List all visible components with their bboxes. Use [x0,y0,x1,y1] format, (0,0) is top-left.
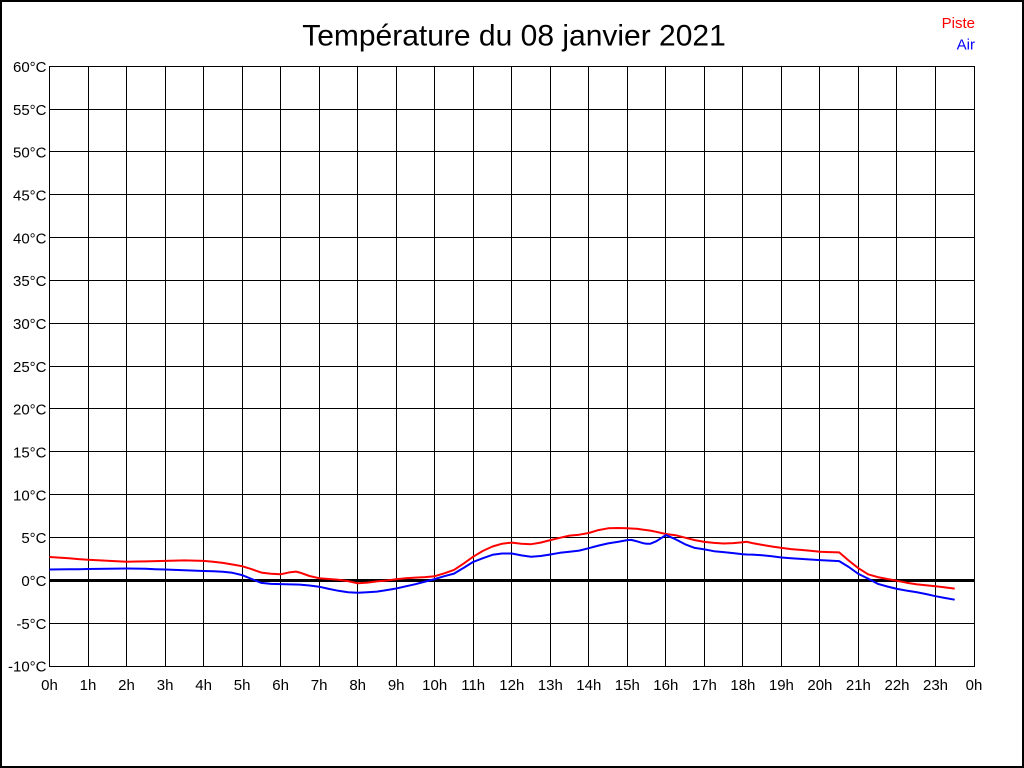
svg-text:7h: 7h [311,677,328,694]
svg-text:-5°C: -5°C [16,616,46,633]
svg-text:55°C: 55°C [13,102,47,119]
svg-text:0h: 0h [41,677,58,694]
svg-text:5°C: 5°C [21,530,46,547]
svg-text:6h: 6h [272,677,289,694]
svg-text:1h: 1h [80,677,97,694]
svg-text:Température du 08 janvier 2021: Température du 08 janvier 2021 [302,20,726,53]
svg-text:Piste: Piste [942,15,975,32]
svg-text:Air: Air [957,36,975,53]
svg-text:35°C: 35°C [13,273,47,290]
svg-text:18h: 18h [730,677,755,694]
svg-text:-10°C: -10°C [8,659,47,676]
svg-text:23h: 23h [923,677,948,694]
svg-text:13h: 13h [538,677,563,694]
svg-text:12h: 12h [499,677,524,694]
svg-text:14h: 14h [576,677,601,694]
svg-text:15°C: 15°C [13,445,47,462]
svg-text:22h: 22h [884,677,909,694]
svg-text:9h: 9h [388,677,405,694]
svg-text:4h: 4h [195,677,212,694]
svg-text:20h: 20h [807,677,832,694]
svg-text:45°C: 45°C [13,188,47,205]
svg-text:30°C: 30°C [13,316,47,333]
svg-text:10h: 10h [422,677,447,694]
svg-text:10°C: 10°C [13,487,47,504]
svg-text:17h: 17h [692,677,717,694]
svg-text:40°C: 40°C [13,230,47,247]
svg-text:2h: 2h [118,677,135,694]
svg-text:5h: 5h [234,677,251,694]
svg-text:21h: 21h [846,677,871,694]
svg-text:8h: 8h [349,677,366,694]
svg-text:11h: 11h [461,677,485,694]
svg-text:60°C: 60°C [13,59,47,76]
svg-text:0°C: 0°C [21,573,46,590]
svg-text:3h: 3h [157,677,174,694]
svg-text:50°C: 50°C [13,145,47,162]
svg-text:25°C: 25°C [13,359,47,376]
svg-text:0h: 0h [966,677,983,694]
svg-text:19h: 19h [769,677,794,694]
svg-text:16h: 16h [653,677,678,694]
svg-text:15h: 15h [615,677,640,694]
svg-text:20°C: 20°C [13,402,47,419]
